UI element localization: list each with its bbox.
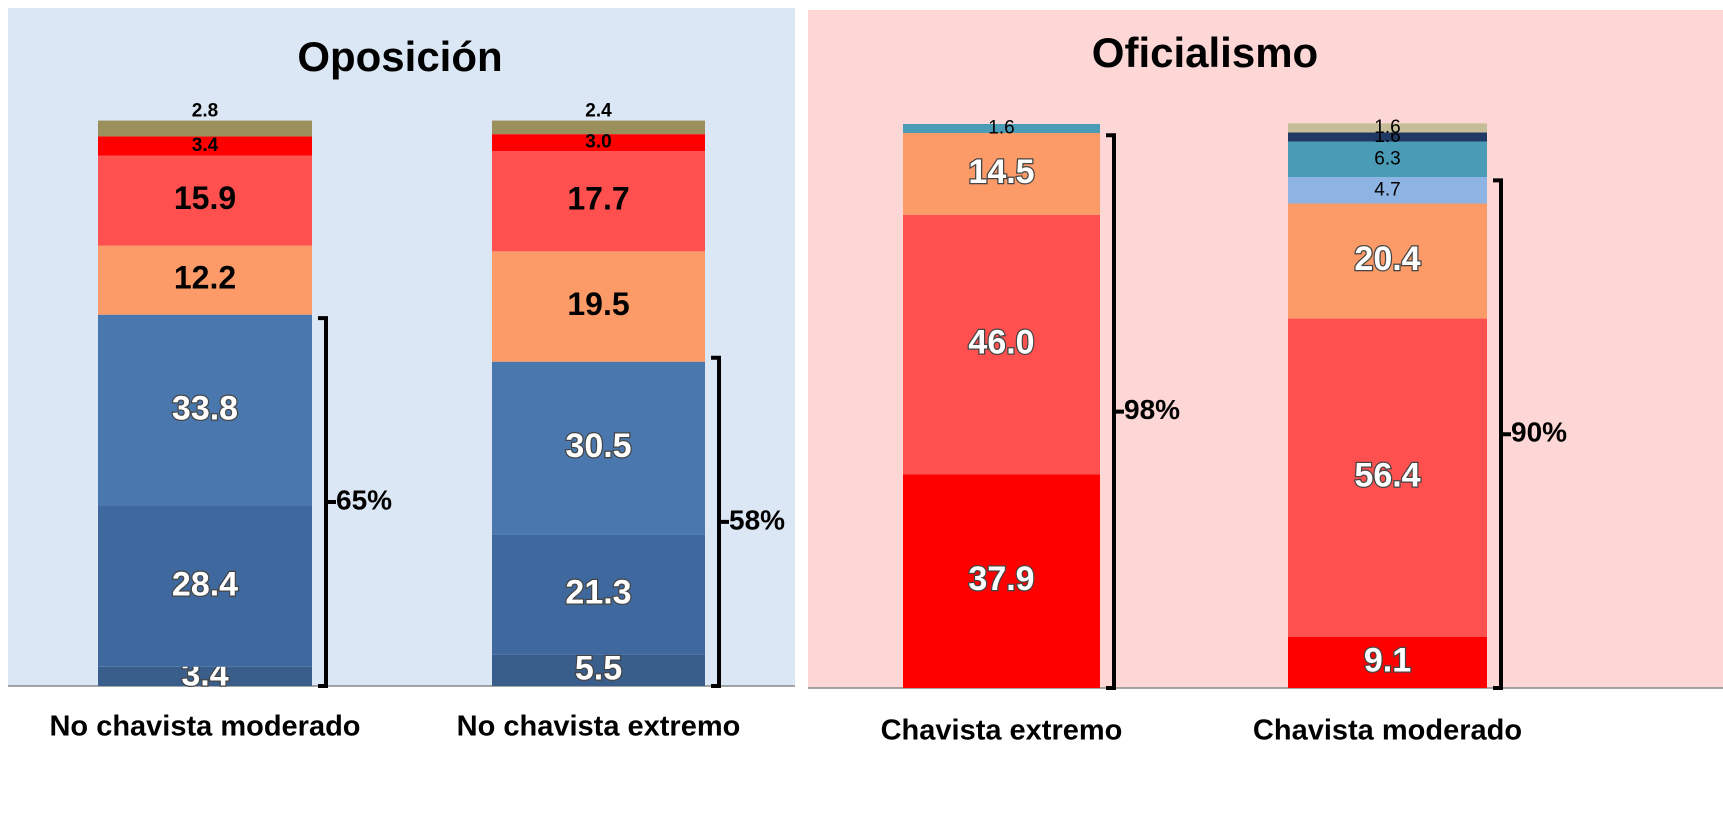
value-label: 17.7	[567, 181, 629, 217]
bracket	[318, 316, 336, 688]
bar-segment	[492, 654, 705, 686]
value-label: 1.6	[1374, 117, 1400, 138]
value-label: 46.0	[968, 324, 1034, 362]
value-label: 6.3	[1374, 148, 1400, 169]
bar-segment	[1288, 123, 1487, 133]
value-label: 4.7	[1374, 179, 1400, 200]
bar-segment	[492, 251, 705, 362]
value-label: 33.8	[172, 389, 238, 427]
bar-segment	[1288, 132, 1487, 142]
bracket-label: 58%	[729, 504, 785, 535]
value-label: 20.4	[1354, 240, 1420, 278]
bracket-label: 65%	[336, 484, 392, 515]
value-label: 19.5	[567, 286, 629, 322]
value-label: 30.5	[565, 427, 631, 465]
bar-segment	[903, 124, 1100, 134]
bar-segment	[98, 245, 312, 315]
bracket	[1106, 133, 1124, 690]
bracket	[1493, 178, 1511, 690]
value-label: 37.9	[968, 560, 1034, 598]
bar-segment	[903, 214, 1100, 475]
bracket-label: 90%	[1511, 417, 1567, 448]
bar-segment	[492, 534, 705, 655]
bar-segment	[1288, 141, 1487, 178]
bar-segment	[98, 506, 312, 667]
bar-segment	[492, 120, 705, 135]
chart-title: Oficialismo	[1092, 29, 1318, 76]
value-label: 14.5	[968, 153, 1034, 191]
bar-segment	[1288, 177, 1487, 204]
value-label: 3.0	[585, 132, 611, 153]
bar-segment	[492, 151, 705, 252]
value-label: 21.3	[565, 574, 631, 612]
value-label: 3.4	[192, 135, 219, 156]
x-tick-label: Chavista extremo	[881, 715, 1123, 747]
value-label: 1.6	[988, 118, 1014, 139]
bar-segment	[98, 155, 312, 246]
bar-segment	[903, 133, 1100, 215]
bar-segment	[1288, 318, 1487, 637]
value-label: 5.5	[575, 649, 622, 687]
value-label: 56.4	[1354, 457, 1420, 495]
value-label: 15.9	[174, 180, 236, 216]
bar-segment	[98, 314, 312, 507]
value-label: 2.8	[192, 101, 218, 122]
bar-segment	[98, 666, 312, 686]
value-label: 2.4	[585, 101, 612, 122]
bracket	[711, 355, 729, 688]
x-tick-label: Chavista moderado	[1253, 715, 1522, 747]
bar-segment	[492, 134, 705, 152]
chart-title: Oposición	[297, 33, 502, 80]
value-label: 9.1	[1364, 641, 1411, 679]
bracket-label: 98%	[1124, 394, 1180, 425]
bar-segment	[98, 136, 312, 156]
bar-segment	[98, 120, 312, 137]
x-tick-label: No chavista extremo	[457, 711, 741, 743]
bar-segment	[1288, 636, 1487, 688]
x-tick-label: No chavista moderado	[49, 711, 360, 743]
value-label: 28.4	[172, 565, 238, 603]
value-label: 12.2	[174, 260, 236, 296]
bar-segment	[1288, 203, 1487, 319]
bar-segment	[492, 361, 705, 535]
bar-segment	[903, 474, 1100, 688]
